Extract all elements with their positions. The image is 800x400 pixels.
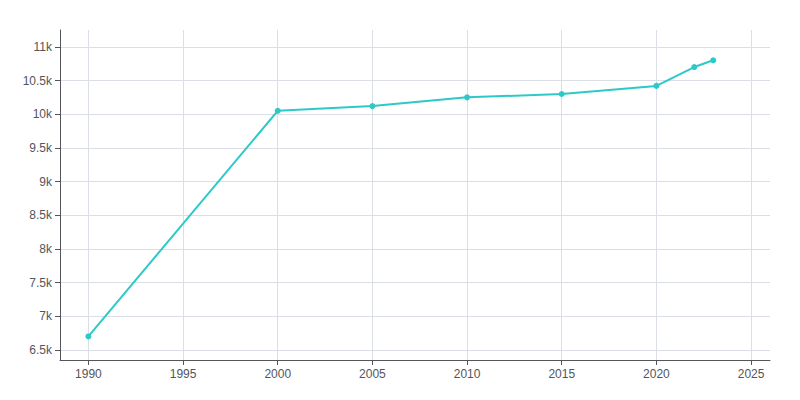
svg-text:2025: 2025 (738, 367, 765, 381)
svg-text:7.5k: 7.5k (29, 276, 53, 290)
svg-text:10.5k: 10.5k (23, 74, 53, 88)
svg-text:7k: 7k (39, 309, 53, 323)
svg-text:8k: 8k (39, 242, 53, 256)
svg-text:2015: 2015 (548, 367, 575, 381)
svg-text:9.5k: 9.5k (29, 141, 53, 155)
svg-text:10k: 10k (33, 107, 53, 121)
svg-text:6.5k: 6.5k (29, 343, 53, 357)
svg-text:11k: 11k (34, 40, 53, 54)
svg-text:2010: 2010 (454, 367, 481, 381)
svg-text:9k: 9k (39, 175, 53, 189)
svg-text:2000: 2000 (264, 367, 291, 381)
svg-text:1995: 1995 (170, 367, 197, 381)
svg-text:1990: 1990 (75, 367, 102, 381)
svg-text:8.5k: 8.5k (29, 208, 53, 222)
svg-text:2020: 2020 (643, 367, 670, 381)
svg-text:2005: 2005 (359, 367, 386, 381)
